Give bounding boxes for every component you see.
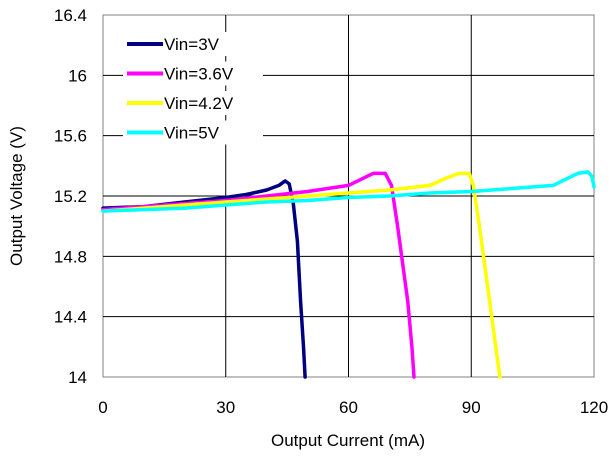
x-tick-label: 90: [462, 398, 481, 417]
y-tick-label: 16: [68, 66, 87, 85]
x-tick-label: 30: [216, 398, 235, 417]
y-tick-label: 14.4: [54, 308, 87, 327]
y-tick-label: 14.8: [54, 247, 87, 266]
legend: Vin=3V Vin=3.6V Vin=4.2V Vin=5V: [123, 32, 263, 145]
x-tick-labels: 0 30 60 90 120: [98, 398, 608, 417]
y-tick-label: 15.2: [54, 187, 87, 206]
legend-label: Vin=4.2V: [164, 94, 234, 113]
legend-label: Vin=3V: [164, 35, 220, 54]
legend-label: Vin=5V: [164, 124, 220, 143]
x-tick-label: 0: [98, 398, 107, 417]
series-line: [101, 171, 502, 379]
y-axis-label: Output Voltage (V): [7, 126, 26, 266]
x-tick-label: 60: [339, 398, 358, 417]
x-axis-label: Output Current (mA): [271, 431, 425, 450]
y-tick-label: 15.6: [54, 127, 87, 146]
series-lines: [101, 170, 596, 379]
series-line: [101, 170, 596, 213]
y-tick-label: 14: [68, 368, 87, 387]
x-tick-label: 120: [580, 398, 608, 417]
y-tick-labels: 14 14.4 14.8 15.2 15.6 16 16.4: [54, 6, 87, 387]
legend-label: Vin=3.6V: [164, 65, 234, 84]
y-tick-label: 16.4: [54, 6, 87, 25]
